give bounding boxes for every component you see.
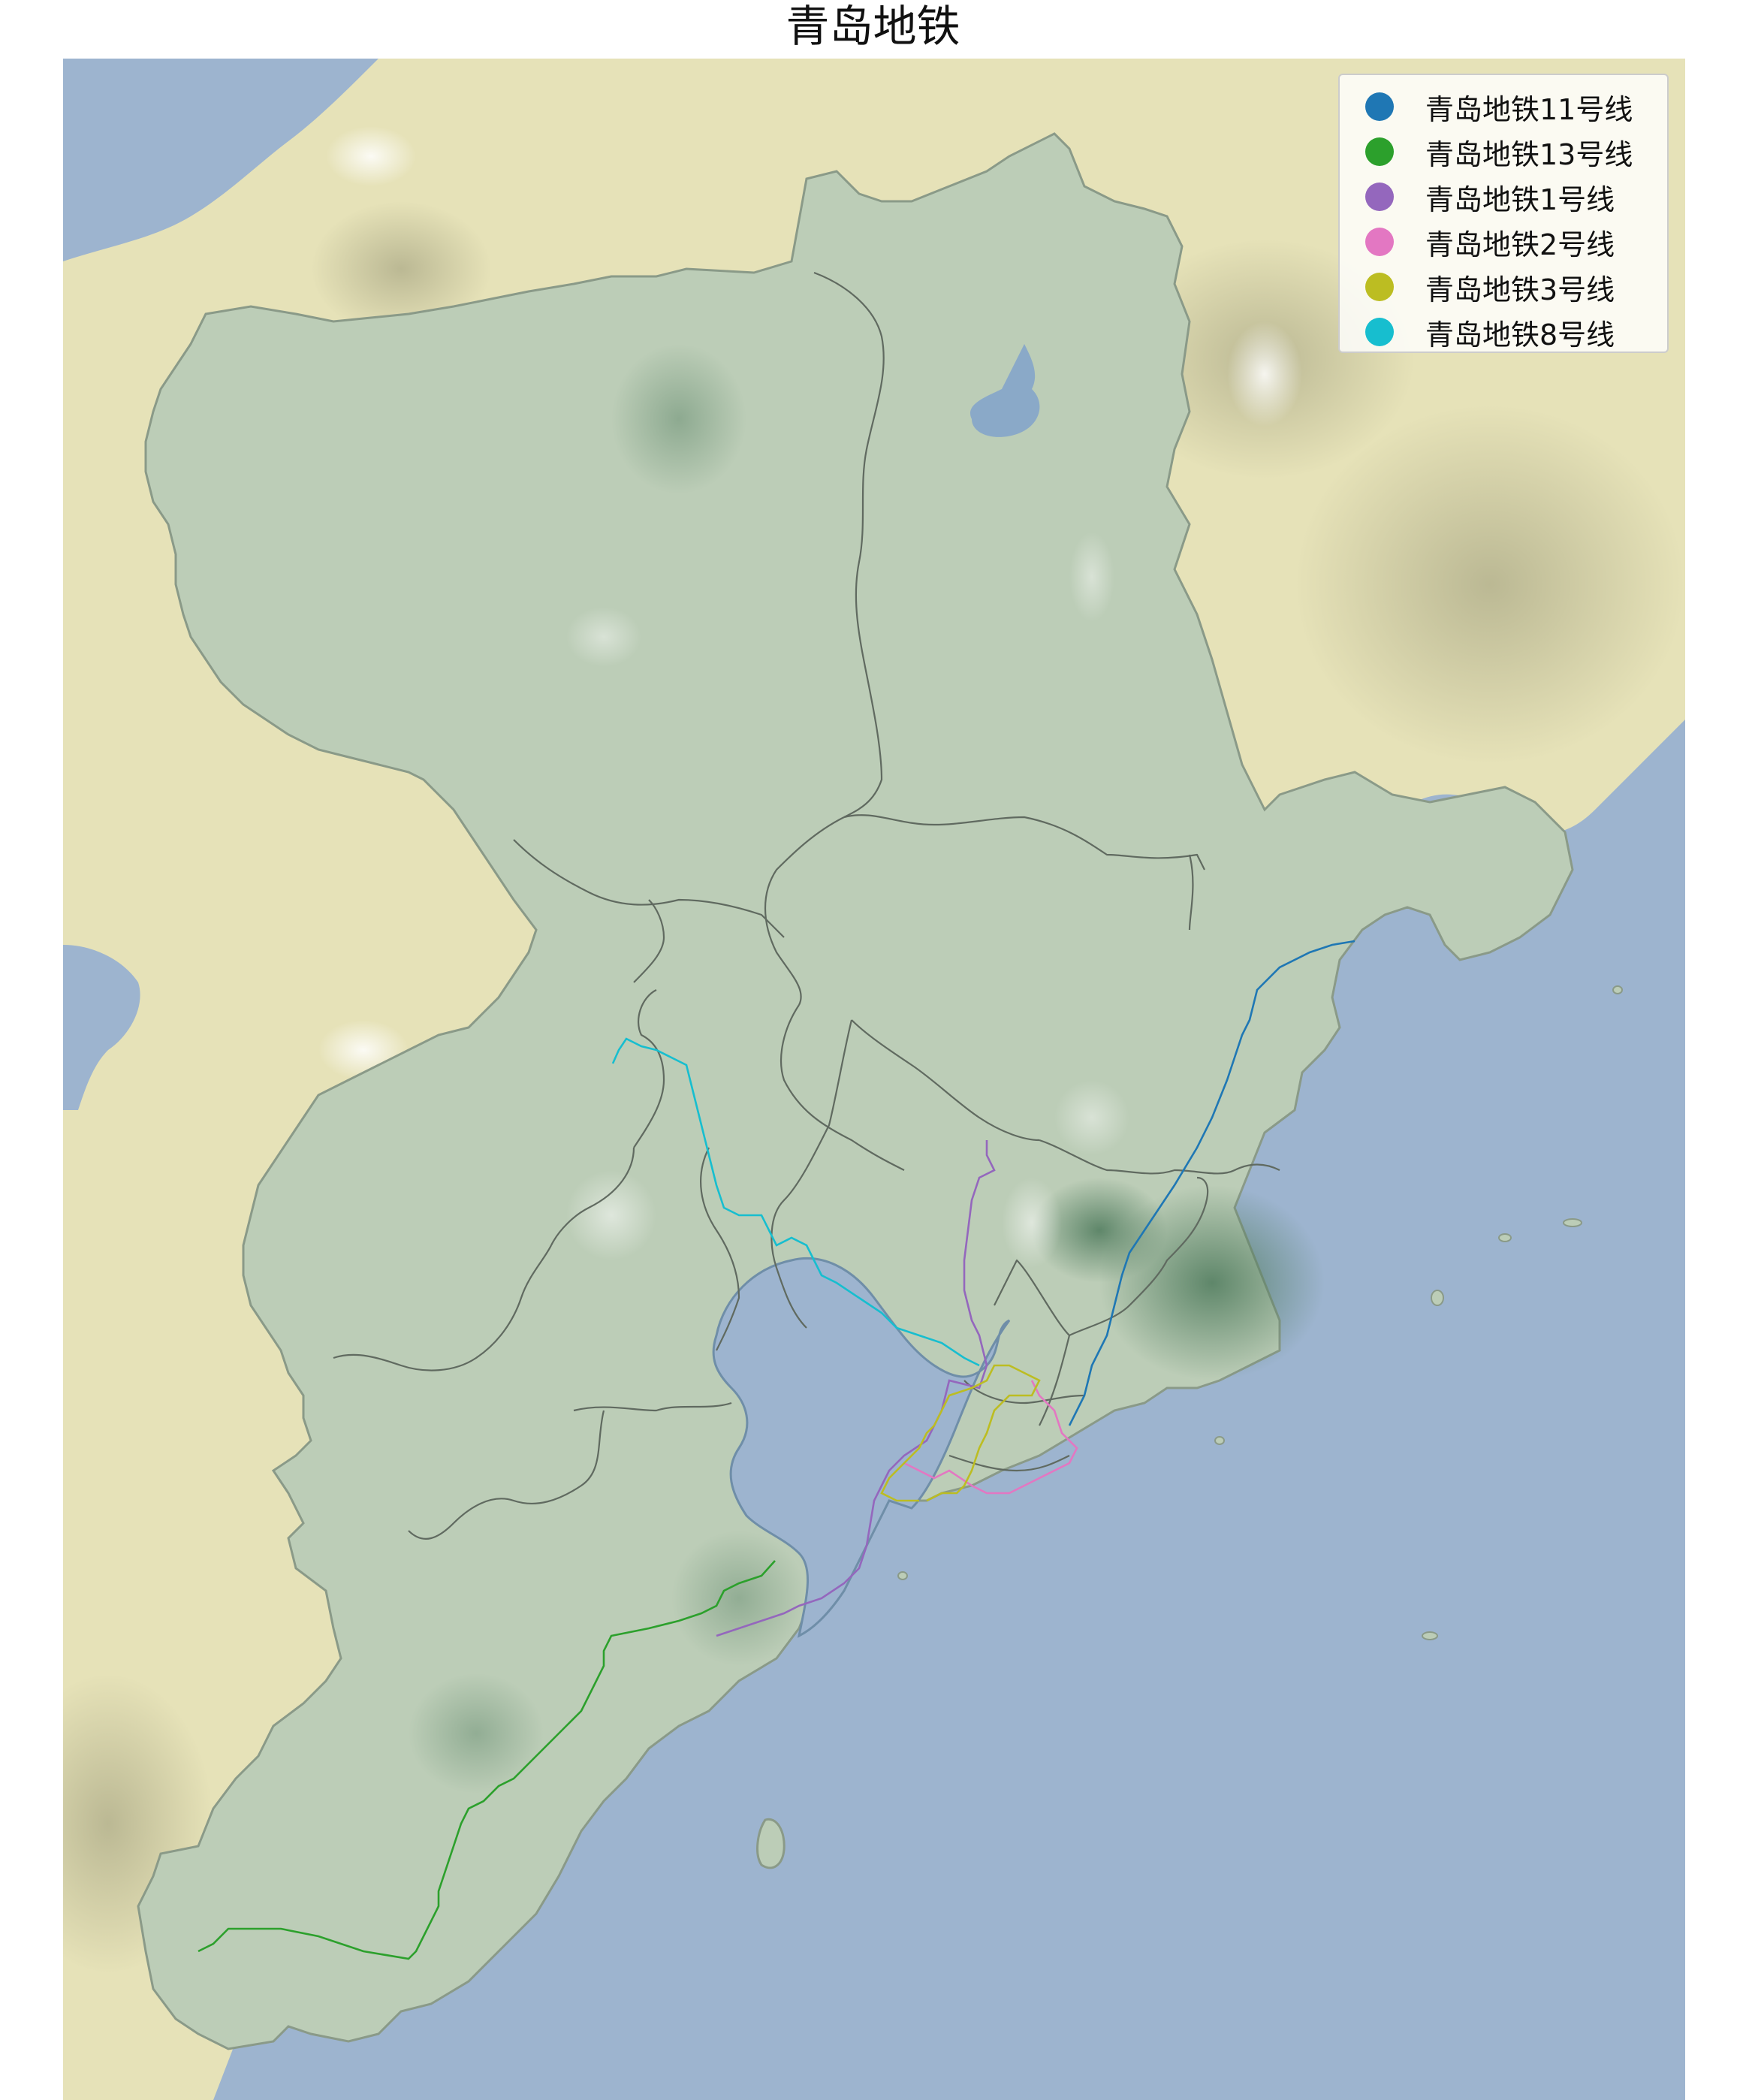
terrain-haze [566,1170,656,1260]
map-canvas[interactable] [63,59,1685,2100]
legend-label: 青岛地铁13号线 [1425,137,1633,171]
legend-item-line-2[interactable]: 青岛地铁2号线 [1352,219,1655,264]
island [1498,1233,1512,1242]
lake-west [63,945,140,1110]
qingdao-region [137,132,1574,2050]
island [897,1571,908,1580]
legend-item-line-11[interactable]: 青岛地铁11号线 [1352,84,1655,129]
island [1214,1436,1225,1445]
legend-marker [1365,228,1394,256]
metro-line-11 [1068,940,1355,1426]
island [1612,985,1623,994]
lingshan-island [756,1818,786,1869]
legend-label: 青岛地铁2号线 [1425,228,1615,261]
terrain-haze [1227,321,1302,427]
mountain-shade [1032,1178,1167,1283]
legend-marker [1365,92,1394,121]
legend-item-line-8[interactable]: 青岛地铁8号线 [1352,309,1655,355]
legend-label: 青岛地铁1号线 [1425,183,1615,216]
mountain-shade [409,1673,544,1794]
legend-marker [1365,273,1394,301]
metro-line-1 [716,1140,996,1637]
legend-label: 青岛地铁8号线 [1425,318,1615,352]
terrain-shade [1295,404,1685,765]
legend-marker [1365,137,1394,166]
legend-item-line-13[interactable]: 青岛地铁13号线 [1352,129,1655,174]
island [1563,1218,1582,1227]
jiaozhou-bay [712,1257,1011,1638]
terrain-haze [1002,1178,1062,1268]
legend-item-line-1[interactable]: 青岛地铁1号线 [1352,174,1655,219]
mountain-shade [611,344,746,494]
island [1431,1290,1444,1306]
legend-marker [1365,318,1394,346]
mountain-shade [671,1531,807,1666]
terrain-haze [1069,532,1114,622]
legend-item-line-3[interactable]: 青岛地铁3号线 [1352,264,1655,309]
legend-label: 青岛地铁11号线 [1425,92,1633,126]
legend-marker [1365,183,1394,211]
terrain-haze [566,607,641,667]
district-boundaries [333,271,1280,1540]
terrain-haze [1054,1080,1129,1155]
reservoir [970,344,1040,437]
terrain-haze [326,126,416,186]
island [1422,1631,1438,1640]
metro-line-8 [611,1037,980,1367]
legend-label: 青岛地铁3号线 [1425,273,1615,306]
map-title: 青岛地铁 [786,1,960,52]
map-legend: 青岛地铁11号线 青岛地铁13号线 青岛地铁1号线 青岛地铁2号线 青岛地铁3号… [1338,74,1669,353]
terrain-shade [311,201,491,336]
metro-line-13 [198,1560,776,1960]
metro-line-2 [903,1380,1078,1495]
metro-line-3 [880,1364,1041,1502]
